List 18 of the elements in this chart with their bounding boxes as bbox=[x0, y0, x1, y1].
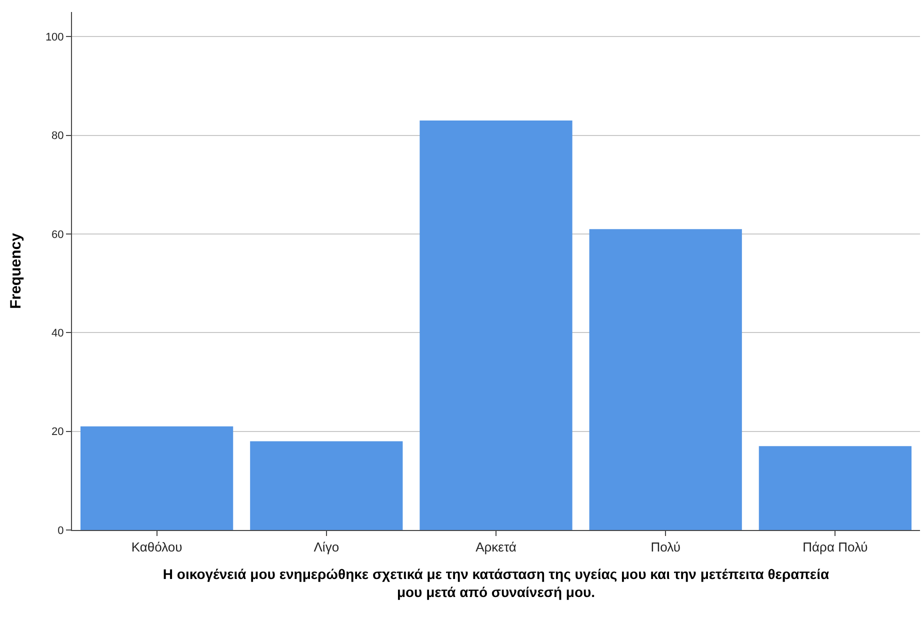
bar bbox=[589, 229, 742, 530]
y-tick-label: 80 bbox=[52, 130, 64, 142]
y-tick-label: 60 bbox=[52, 228, 64, 241]
bar bbox=[80, 426, 234, 530]
y-tick-label: 20 bbox=[52, 426, 64, 438]
x-tick-label: Πολύ bbox=[650, 540, 680, 555]
x-axis-title: Η οικογένειά μου ενημερώθηκε σχετικά με την κατάσταση της υγείας μου και την μετέπειτα θεραπεία μου μετά από συναίνεσή μου. bbox=[162, 566, 830, 600]
x-tick-label: Λίγο bbox=[314, 540, 340, 555]
x-tick-label: Πάρα Πολύ bbox=[802, 540, 868, 555]
y-tick-label: 100 bbox=[45, 32, 64, 44]
x-tick-label: Αρκετά bbox=[476, 540, 517, 555]
bar bbox=[420, 120, 572, 530]
y-tick-label: 0 bbox=[58, 524, 64, 537]
y-axis-title: Frequency bbox=[8, 232, 25, 309]
bar bbox=[250, 441, 403, 530]
y-tick-label: 40 bbox=[52, 328, 64, 340]
bar bbox=[758, 446, 912, 530]
x-tick-label: Καθόλου bbox=[131, 540, 182, 555]
